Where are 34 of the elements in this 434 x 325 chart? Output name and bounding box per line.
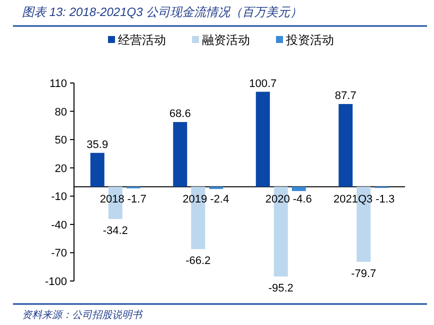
data-label: -2.4 xyxy=(210,194,230,206)
y-tick-label: -40 xyxy=(51,219,67,232)
x-tick-label: 2020 xyxy=(265,194,290,206)
y-tick-label: 50 xyxy=(54,134,67,147)
data-label: 35.9 xyxy=(86,138,108,151)
bar xyxy=(292,186,306,192)
data-label: 100.7 xyxy=(249,78,277,90)
y-tick-label: -70 xyxy=(51,248,67,260)
y-tick-label: 80 xyxy=(54,106,67,118)
title: 图表 13: 2018-2021Q3 公司现金流情况（百万美元） xyxy=(22,5,302,19)
x-tick-label: 2018 xyxy=(100,194,124,206)
y-tick-label: -10 xyxy=(51,191,67,204)
bar xyxy=(256,92,270,187)
legend-label: 经营活动 xyxy=(118,33,166,47)
x-tick-label: 2021Q3 xyxy=(333,194,373,206)
data-label: -1.7 xyxy=(127,194,146,206)
bar xyxy=(173,122,188,187)
data-label: -79.7 xyxy=(351,268,376,280)
x-tick-label: 2019 xyxy=(182,194,208,206)
text: 资料来源：公司招股说明书 xyxy=(22,309,143,321)
y-tick-label: 110 xyxy=(49,78,67,90)
data-label: -95.2 xyxy=(268,282,294,294)
y-tick-label: 20 xyxy=(54,162,67,175)
data-label: -4.6 xyxy=(292,194,312,206)
legend-label: 投资活动 xyxy=(285,33,334,47)
data-label: -34.2 xyxy=(102,224,128,237)
data-label: 87.7 xyxy=(334,90,356,102)
y-tick-label: -100 xyxy=(44,276,67,288)
bar xyxy=(338,104,353,187)
data-label: -66.2 xyxy=(186,255,211,268)
data-label: -1.3 xyxy=(376,194,395,206)
data-label: 68.6 xyxy=(169,108,191,120)
bar xyxy=(90,152,104,187)
legend-label: 融资活动 xyxy=(202,33,250,47)
